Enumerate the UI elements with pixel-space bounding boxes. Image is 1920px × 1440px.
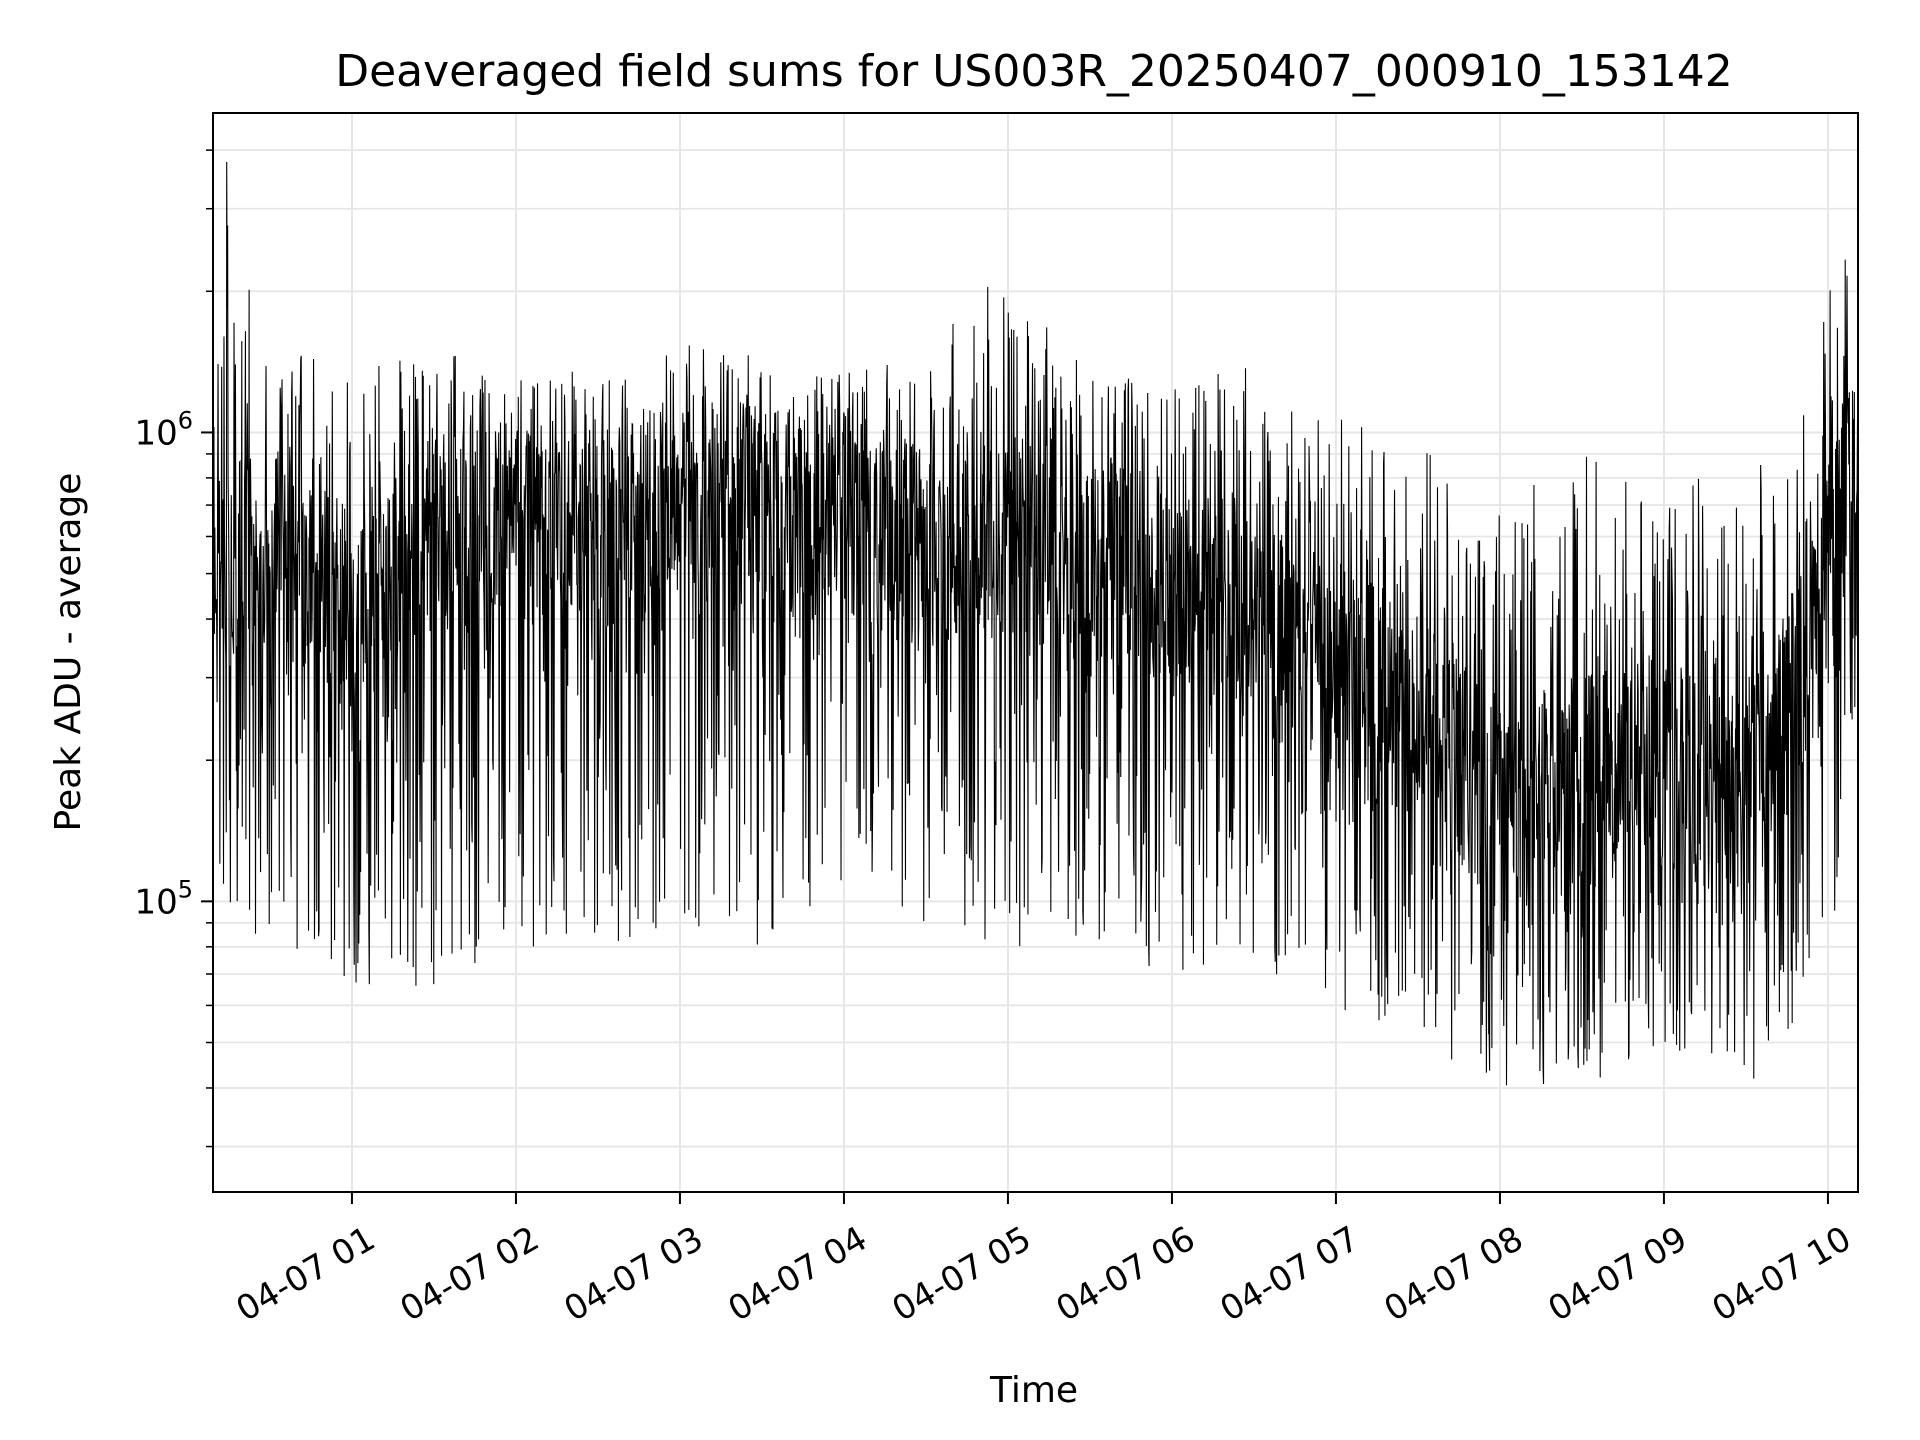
y-axis-label: Peak ADU - average xyxy=(48,473,89,832)
y-axis: 105 106 xyxy=(134,149,213,1148)
y-tick-label: 105 xyxy=(134,875,193,922)
plot-frame xyxy=(212,112,1859,1193)
series-line xyxy=(212,161,1859,1086)
y-tick-label: 106 xyxy=(134,406,193,453)
chart-title: Deaveraged field sums for US003R_2025040… xyxy=(335,46,1733,97)
plot-area xyxy=(212,112,1859,1193)
x-axis-label: Time xyxy=(989,1370,1078,1411)
